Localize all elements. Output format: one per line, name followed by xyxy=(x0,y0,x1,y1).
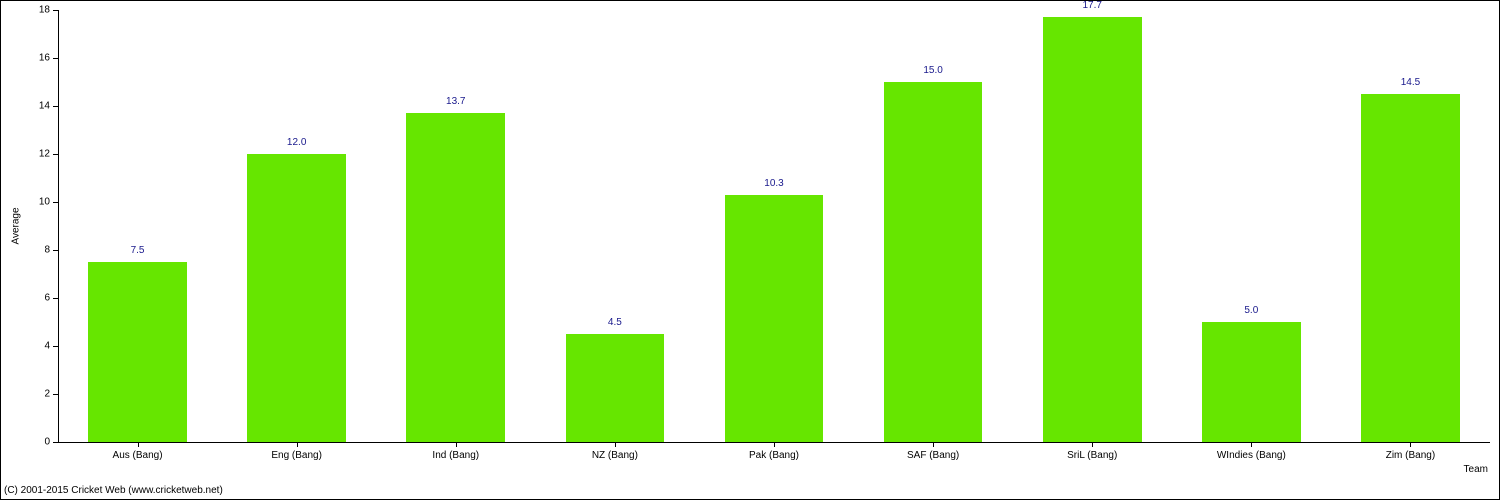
x-tick-mark xyxy=(615,442,616,447)
x-tick-label: Aus (Bang) xyxy=(113,450,163,461)
x-tick-label: Ind (Bang) xyxy=(432,450,479,461)
bar-value-label: 4.5 xyxy=(608,317,622,328)
bar-value-label: 7.5 xyxy=(131,245,145,256)
y-tick-label: 10 xyxy=(39,197,50,208)
y-tick-label: 14 xyxy=(39,101,50,112)
y-tick-label: 0 xyxy=(44,437,50,448)
y-tick-mark xyxy=(53,298,58,299)
y-tick-mark xyxy=(53,346,58,347)
y-tick-label: 4 xyxy=(44,341,50,352)
y-tick-label: 16 xyxy=(39,53,50,64)
y-tick-mark xyxy=(53,106,58,107)
y-tick-mark xyxy=(53,154,58,155)
bar xyxy=(884,82,983,442)
bar-value-label: 13.7 xyxy=(446,96,465,107)
y-tick-mark xyxy=(53,250,58,251)
y-axis-line xyxy=(58,10,59,442)
x-tick-mark xyxy=(138,442,139,447)
x-tick-mark xyxy=(933,442,934,447)
bar-value-label: 14.5 xyxy=(1401,77,1420,88)
bar xyxy=(1043,17,1142,442)
y-tick-label: 8 xyxy=(44,245,50,256)
y-tick-mark xyxy=(53,442,58,443)
x-tick-mark xyxy=(456,442,457,447)
x-axis-label: Team xyxy=(1464,464,1488,475)
y-axis-label: Average xyxy=(11,207,22,244)
x-tick-label: Zim (Bang) xyxy=(1386,450,1435,461)
bar xyxy=(725,195,824,442)
x-tick-label: SriL (Bang) xyxy=(1067,450,1117,461)
y-tick-label: 12 xyxy=(39,149,50,160)
x-tick-label: Pak (Bang) xyxy=(749,450,799,461)
bar xyxy=(1202,322,1301,442)
y-tick-label: 18 xyxy=(39,5,50,16)
x-tick-mark xyxy=(1410,442,1411,447)
y-tick-mark xyxy=(53,10,58,11)
x-tick-label: WIndies (Bang) xyxy=(1217,450,1286,461)
bar xyxy=(1361,94,1460,442)
bar-value-label: 17.7 xyxy=(1082,0,1101,11)
bar xyxy=(566,334,665,442)
x-tick-mark xyxy=(1251,442,1252,447)
x-tick-mark xyxy=(1092,442,1093,447)
x-tick-label: NZ (Bang) xyxy=(592,450,638,461)
plot-area: 7.512.013.74.510.315.017.75.014.5 xyxy=(58,10,1490,442)
x-tick-label: Eng (Bang) xyxy=(271,450,322,461)
y-tick-label: 6 xyxy=(44,293,50,304)
bar-value-label: 10.3 xyxy=(764,178,783,189)
x-tick-label: SAF (Bang) xyxy=(907,450,959,461)
y-tick-label: 2 xyxy=(44,389,50,400)
copyright-text: (C) 2001-2015 Cricket Web (www.cricketwe… xyxy=(4,485,223,496)
y-tick-mark xyxy=(53,202,58,203)
x-tick-mark xyxy=(297,442,298,447)
bar xyxy=(88,262,187,442)
x-tick-mark xyxy=(774,442,775,447)
bar xyxy=(247,154,346,442)
bar-value-label: 15.0 xyxy=(923,65,942,76)
chart-container: 7.5 12.0 13.7 4.5 10.3 15.0 17.7 5.0 14.5 Averag… xyxy=(0,0,1500,500)
bar-value-label: 5.0 xyxy=(1244,305,1258,316)
bar xyxy=(406,113,505,442)
y-tick-mark xyxy=(53,58,58,59)
bar-value-label: 12.0 xyxy=(287,137,306,148)
y-tick-mark xyxy=(53,394,58,395)
